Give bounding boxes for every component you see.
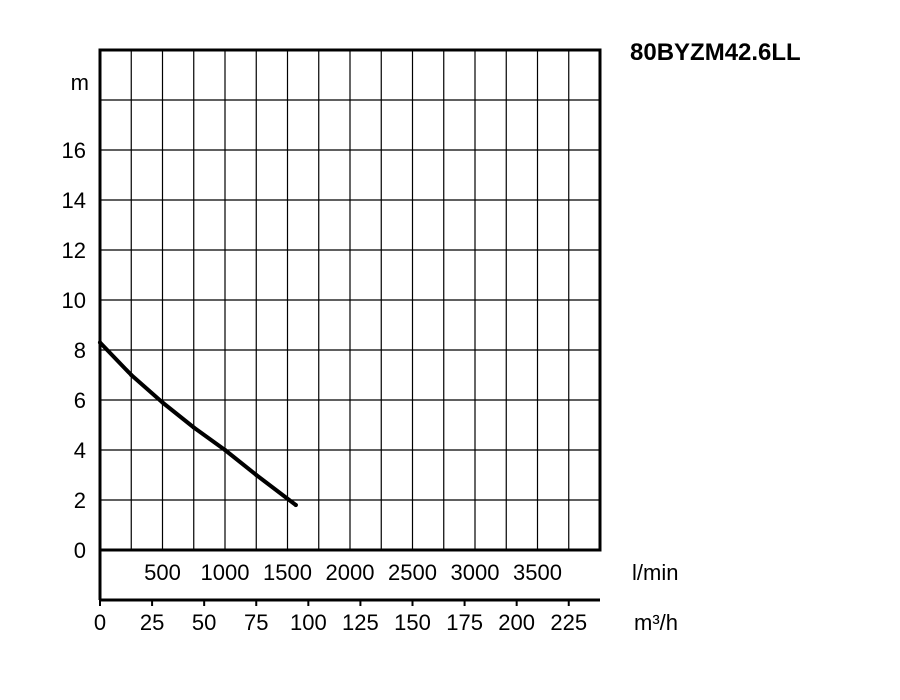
data-point [129, 373, 134, 377]
data-point [191, 425, 196, 430]
x-tick-label-lmin: 500 [144, 560, 181, 585]
x-tick-label-lmin: 2000 [326, 560, 375, 585]
x-tick-label-lmin: 3500 [513, 560, 562, 585]
x-tick-label-m3h: 0 [94, 610, 106, 635]
x-tick-label-lmin: 1500 [263, 560, 312, 585]
x-tick-label-m3h: 50 [192, 610, 216, 635]
data-point [98, 340, 102, 345]
y-axis-ticks: 0 2 4 6 8 10 12 14 16 [62, 138, 86, 563]
data-point [223, 448, 227, 452]
y-tick-label: 12 [62, 238, 86, 263]
data-point [254, 473, 259, 477]
data-point [293, 503, 298, 507]
y-unit-label: m [71, 70, 89, 95]
x-tick-label-m3h: 200 [498, 610, 535, 635]
x-tick-label-m3h: 225 [550, 610, 587, 635]
x-tick-label-m3h: 25 [140, 610, 164, 635]
x-tick-label-lmin: 1000 [201, 560, 250, 585]
x-unit-m3h-label: m³/h [634, 610, 678, 635]
y-tick-label: 10 [62, 288, 86, 313]
x-tick-label-m3h: 150 [394, 610, 431, 635]
x-tick-label-m3h: 75 [244, 610, 268, 635]
y-tick-label: 2 [74, 488, 86, 513]
x-tick-label-m3h: 125 [342, 610, 379, 635]
series-line [98, 340, 298, 507]
y-tick-label: 14 [62, 188, 86, 213]
x-tick-label-lmin: 3000 [451, 560, 500, 585]
x-tick-label-m3h: 175 [446, 610, 483, 635]
data-point [160, 400, 165, 405]
y-tick-label: 8 [74, 338, 86, 363]
x-tick-label-m3h: 100 [290, 610, 327, 635]
x-tick-label-lmin: 2500 [388, 560, 437, 585]
plot-border [98, 48, 602, 552]
y-tick-label: 16 [62, 138, 86, 163]
grid [100, 50, 600, 550]
x-unit-lmin-label: l/min [632, 560, 678, 585]
y-tick-label: 6 [74, 388, 86, 413]
plot-frame [98, 48, 602, 606]
chart-title: 80BYZM42.6LL [630, 39, 801, 66]
x-axis-lmin-ticks: 500 1000 1500 2000 2500 3000 3500 [144, 560, 562, 585]
series-layer [98, 340, 298, 507]
y-tick-label: 0 [74, 538, 86, 563]
x-axis-m3h-ticks: 0 25 50 75 100 125 150 175 200 225 [94, 610, 587, 635]
y-tick-label: 4 [74, 438, 86, 463]
